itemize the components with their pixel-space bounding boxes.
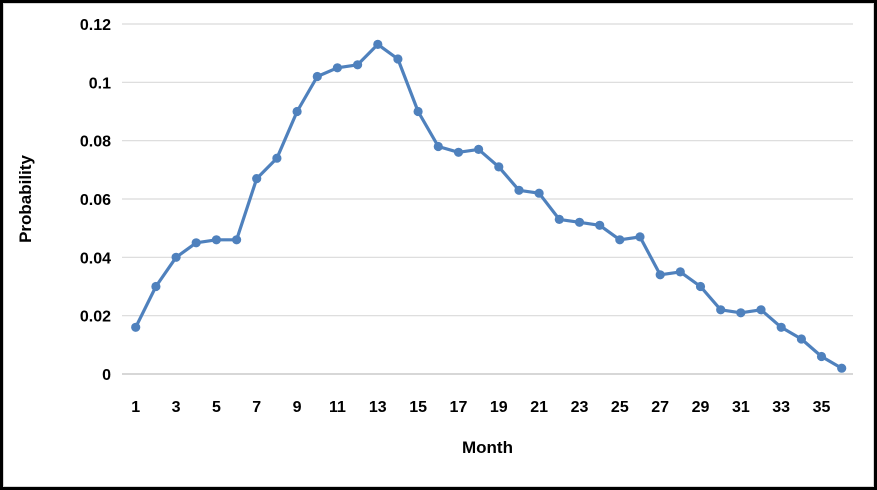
- x-tick-label: 31: [732, 399, 750, 416]
- x-tick-label: 19: [490, 399, 508, 416]
- x-tick-label: 33: [772, 399, 790, 416]
- data-point-marker: [474, 144, 484, 154]
- x-tick-label: 21: [530, 399, 548, 416]
- data-point-marker: [595, 220, 605, 230]
- data-point-marker: [695, 281, 706, 292]
- data-point-marker: [756, 305, 766, 315]
- x-axis-title: Month: [462, 438, 513, 457]
- x-tick-label: 35: [813, 399, 831, 416]
- data-point-marker: [514, 185, 524, 195]
- data-point-marker: [171, 252, 181, 262]
- data-point-marker: [534, 188, 544, 198]
- y-tick-label: 0.02: [80, 309, 111, 326]
- y-tick-label: 0.06: [80, 192, 111, 209]
- x-tick-label: 25: [611, 399, 629, 416]
- data-point-marker: [655, 270, 665, 280]
- y-tick-label: 0.08: [80, 134, 111, 151]
- data-point-marker: [151, 281, 161, 292]
- data-point-marker: [211, 235, 221, 245]
- y-tick-label: 0.04: [80, 250, 111, 267]
- gridlines: [122, 23, 853, 375]
- y-axis-title: Probability: [16, 155, 35, 243]
- probability-line-chart: 00.020.040.060.080.10.12 1 3 5 7 9 11 13 15 17 19…: [16, 17, 853, 457]
- data-point-marker: [232, 235, 242, 245]
- data-point-marker: [635, 232, 645, 242]
- x-tick-label: 23: [571, 399, 589, 416]
- data-point-marker: [554, 214, 564, 224]
- data-point-marker: [272, 153, 282, 163]
- data-point-marker: [736, 308, 746, 318]
- series-line: [134, 42, 844, 370]
- data-point-marker: [494, 162, 504, 172]
- data-point-marker: [615, 235, 625, 245]
- data-point-marker: [413, 106, 423, 117]
- data-point-marker: [312, 71, 322, 82]
- y-tick-label: 0.1: [89, 75, 111, 92]
- x-tick-label: 13: [369, 399, 387, 416]
- data-point-marker: [373, 39, 383, 50]
- x-axis-tick-labels: 1 3 5 7 9 11 13 15 17 19 21 23 25 27 29 31 33 35: [131, 399, 830, 416]
- data-point-marker: [292, 106, 302, 117]
- data-point-marker: [776, 322, 786, 332]
- data-point-marker: [675, 267, 685, 277]
- x-tick-label: 7: [252, 399, 261, 416]
- x-tick-label: 29: [692, 399, 710, 416]
- y-axis-tick-labels: 0 0.02 0.04 0.06 0.08 0.1 0.12: [80, 17, 111, 384]
- x-tick-label: 11: [329, 399, 346, 416]
- data-point-marker: [816, 351, 827, 362]
- x-tick-label: 17: [450, 399, 468, 416]
- y-tick-label: 0.12: [80, 17, 111, 34]
- data-series: [131, 39, 847, 373]
- y-tick-label: 0: [102, 367, 111, 384]
- data-point-marker: [191, 238, 201, 248]
- x-tick-label: 27: [651, 399, 669, 416]
- x-tick-label: 5: [212, 399, 221, 416]
- data-point-marker: [252, 174, 262, 184]
- data-point-marker: [353, 60, 363, 70]
- data-point-marker: [716, 305, 726, 315]
- x-tick-label: 15: [409, 399, 427, 416]
- x-tick-label: 1: [131, 399, 140, 416]
- data-point-marker: [453, 147, 464, 157]
- data-point-marker: [796, 334, 807, 344]
- data-point-marker: [574, 217, 585, 227]
- data-point-marker: [332, 63, 342, 73]
- data-point-marker: [393, 54, 403, 64]
- x-tick-label: 9: [293, 399, 302, 416]
- data-point-marker: [131, 322, 141, 332]
- data-point-marker: [837, 363, 847, 373]
- x-tick-label: 3: [172, 399, 181, 416]
- data-point-marker: [433, 141, 443, 152]
